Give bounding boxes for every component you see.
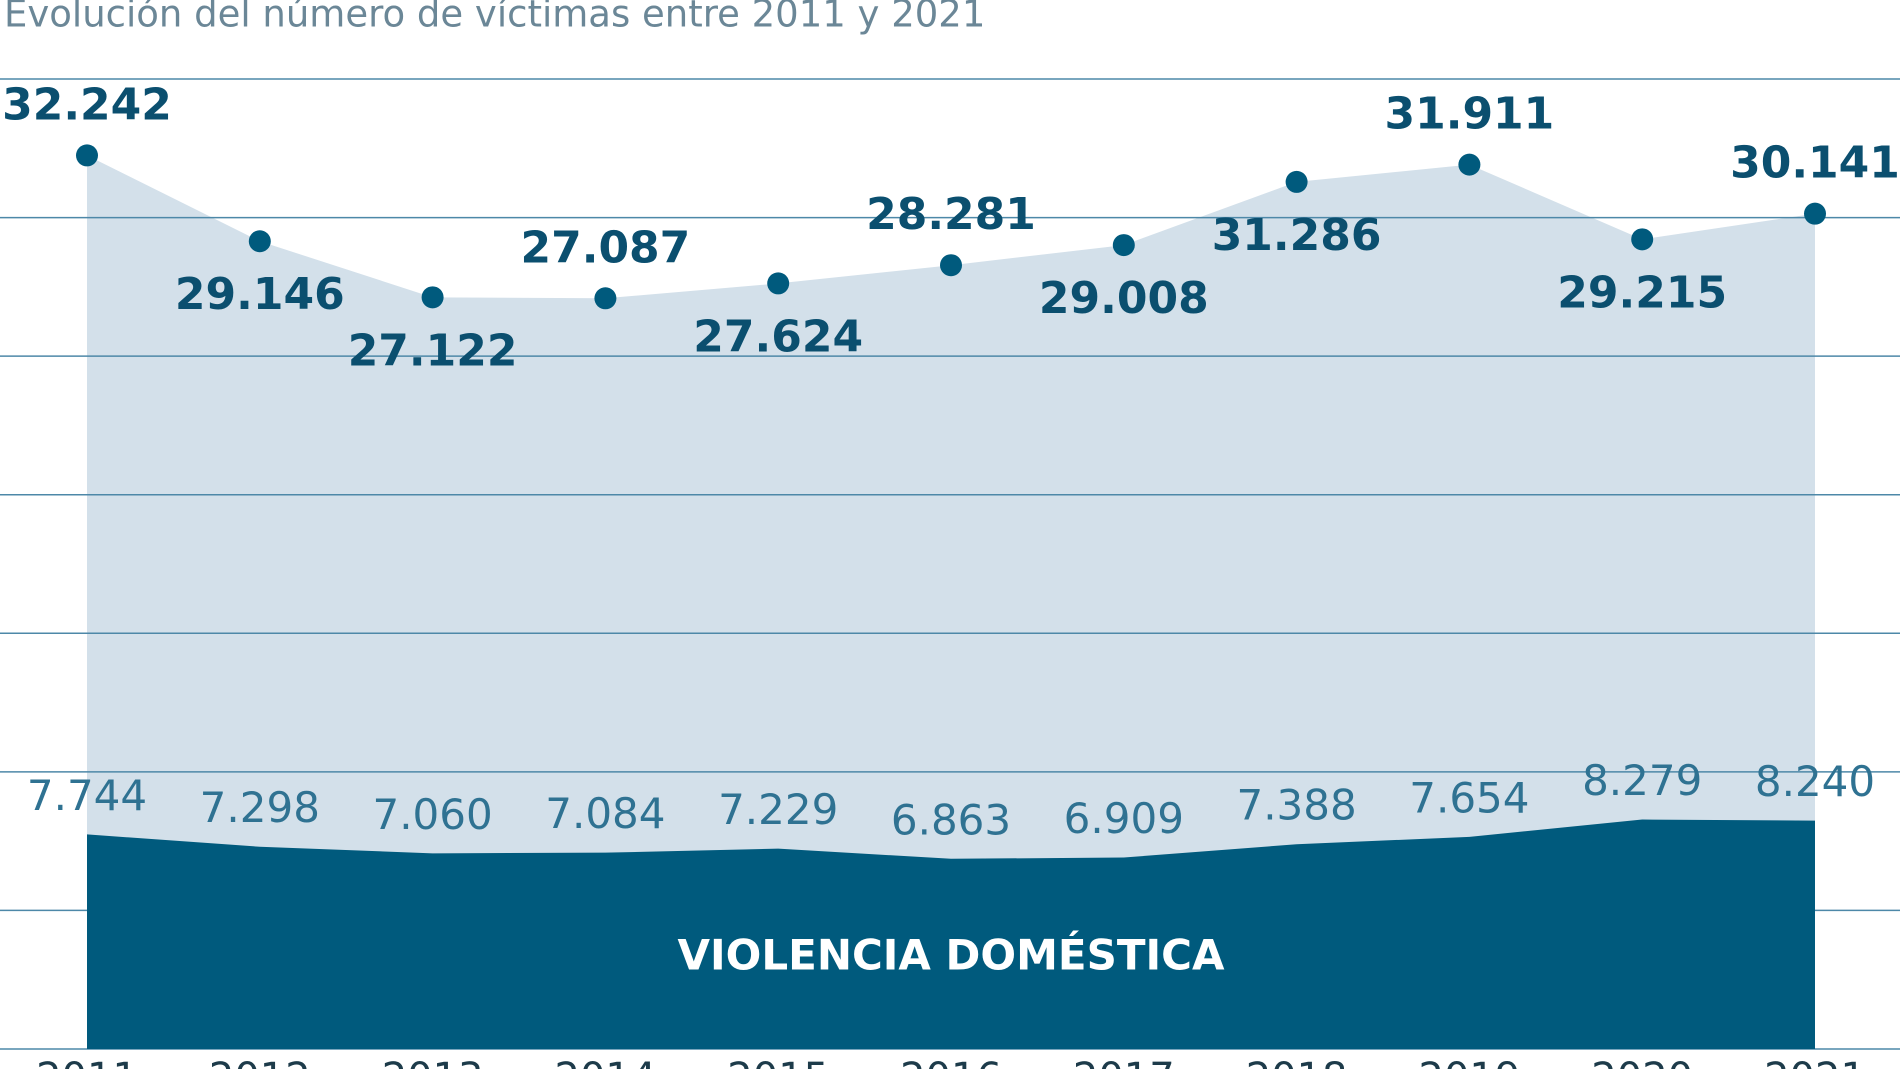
value-label: 6.863 (891, 795, 1011, 844)
value-label: 7.084 (545, 789, 665, 838)
x-tick-label: 2018 (1246, 1055, 1348, 1069)
x-tick-label: 2017 (1073, 1055, 1175, 1069)
value-label: 7.654 (1409, 773, 1529, 822)
area (87, 819, 1815, 1049)
x-tick-label: 2014 (555, 1055, 657, 1069)
x-tick-label: 2015 (727, 1055, 829, 1069)
value-label: 32.242 (2, 79, 172, 130)
value-label: 27.122 (348, 325, 518, 376)
marker (1112, 234, 1135, 257)
marker (767, 272, 790, 295)
x-tick-label: 2011 (36, 1055, 138, 1069)
marker (940, 254, 962, 277)
value-label: 7.744 (27, 771, 147, 820)
marker (248, 230, 271, 253)
value-label: 30.141 (1730, 138, 1900, 189)
value-label: 27.624 (693, 311, 863, 362)
annotation: VIOLENCIA DOMÉSTICA (678, 930, 1225, 980)
marker (76, 144, 98, 167)
value-label: 27.087 (521, 222, 691, 273)
value-label: 29.146 (175, 269, 345, 320)
x-tick-label: 2016 (900, 1055, 1002, 1069)
value-label: 29.215 (1557, 267, 1727, 318)
marker (1631, 228, 1654, 251)
marker (1804, 202, 1826, 225)
value-label: 29.008 (1039, 273, 1209, 324)
value-label: 8.240 (1755, 757, 1875, 806)
value-label: 31.286 (1212, 210, 1382, 261)
value-label: 8.279 (1582, 756, 1702, 805)
value-label: 7.298 (200, 783, 320, 832)
value-label: 7.388 (1236, 781, 1356, 830)
x-tick-label: 2019 (1419, 1055, 1521, 1069)
value-label: 31.911 (1385, 89, 1555, 140)
x-tick-label: 2013 (382, 1055, 484, 1069)
marker (1458, 153, 1481, 176)
marker (1285, 170, 1308, 193)
value-label: 28.281 (866, 189, 1036, 240)
value-label: 7.229 (718, 785, 838, 834)
value-label: 7.060 (372, 790, 492, 839)
x-tick-label: 2021 (1764, 1055, 1866, 1069)
marker (594, 287, 617, 310)
value-label: 6.909 (1064, 794, 1184, 843)
area (87, 155, 1815, 1049)
x-tick-label: 2020 (1591, 1055, 1693, 1069)
x-tick-label: 2012 (209, 1055, 311, 1069)
marker (421, 286, 444, 309)
chart-subtitle: Evolución del número de víctimas entre 2… (4, 0, 985, 36)
